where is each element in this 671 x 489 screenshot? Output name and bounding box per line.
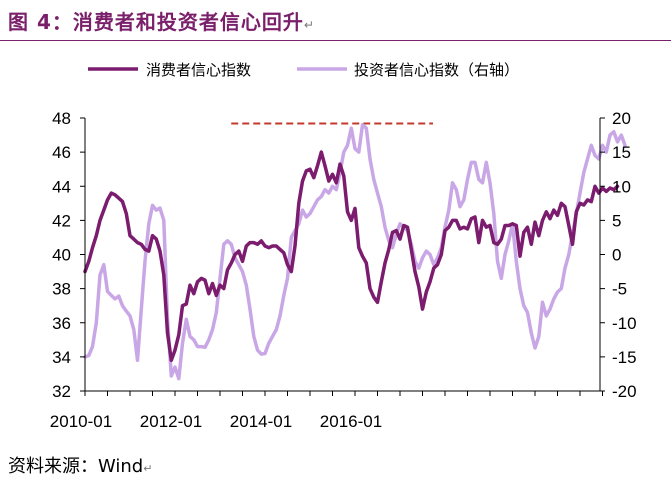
x-tick-label: 2012-01 xyxy=(140,412,202,431)
left-tick-label: 40 xyxy=(52,246,71,265)
consumer-confidence-line xyxy=(83,150,620,363)
title-underline xyxy=(0,40,671,41)
right-tick-label: -5 xyxy=(612,280,627,299)
figure-title: 图 4：消费者和投资者信心回升↵ xyxy=(8,6,315,35)
left-tick-label: 44 xyxy=(52,177,71,196)
right-tick-label: 0 xyxy=(612,246,621,265)
figure-title-text: 图 4：消费者和投资者信心回升 xyxy=(8,10,304,34)
right-tick-label: -20 xyxy=(612,382,637,401)
left-tick-label: 42 xyxy=(52,211,71,230)
left-tick-label: 38 xyxy=(52,280,71,299)
right-tick-label: -10 xyxy=(612,314,637,333)
left-tick-label: 48 xyxy=(52,109,71,128)
x-tick-label: 2014-01 xyxy=(230,412,292,431)
left-tick-label: 34 xyxy=(52,348,71,367)
x-tick-label: 2010-01 xyxy=(50,412,112,431)
source-text: 资料来源：Wind xyxy=(8,456,144,477)
x-tick-label: 2016-01 xyxy=(320,412,382,431)
source-note: 资料来源：Wind↵ xyxy=(8,452,152,478)
right-tick-label: 5 xyxy=(612,211,621,230)
legend: 消费者信心指数 投资者信心指数（右轴） xyxy=(88,61,519,79)
paragraph-mark-icon: ↵ xyxy=(143,462,153,475)
right-tick-label: -15 xyxy=(612,348,637,367)
axes: 32 34 36 38 40 42 44 46 48 -20 -15 -10 -5 0 5 10 15 20 201… xyxy=(50,109,637,431)
right-tick-label: 15 xyxy=(612,143,631,162)
left-tick-label: 46 xyxy=(52,143,71,162)
consumer-legend-label: 消费者信心指数 xyxy=(146,61,251,79)
left-tick-label: 36 xyxy=(52,314,71,333)
investor-confidence-line xyxy=(83,123,627,381)
right-tick-label: 10 xyxy=(612,177,631,196)
right-tick-label: 20 xyxy=(612,109,631,128)
left-tick-label: 32 xyxy=(52,382,71,401)
investor-legend-label: 投资者信心指数（右轴） xyxy=(354,61,519,79)
paragraph-mark-icon: ↵ xyxy=(303,18,315,32)
plot-area xyxy=(83,122,627,381)
